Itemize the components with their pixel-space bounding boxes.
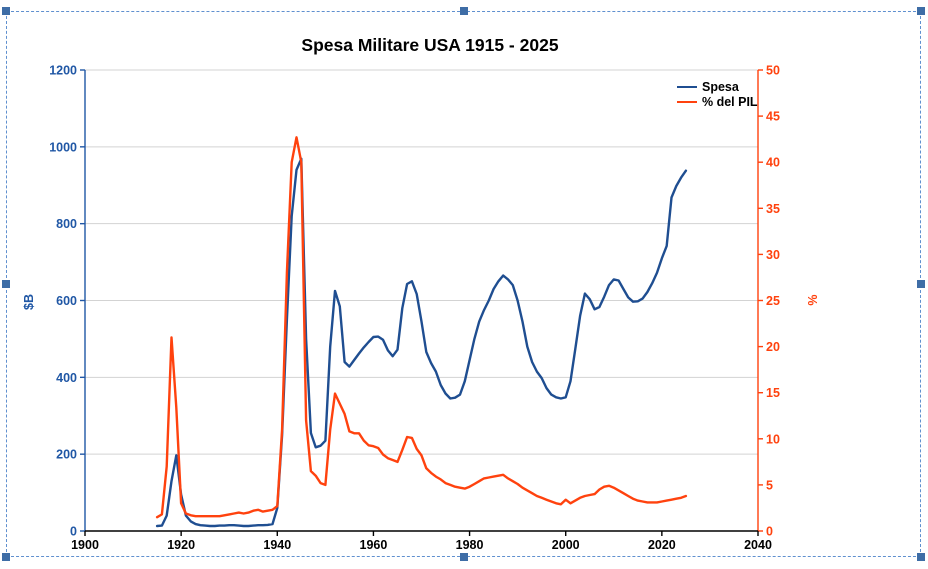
series-line-pct-pil[interactable] xyxy=(155,136,688,519)
y-axis-right-tick-label: 50 xyxy=(766,64,780,78)
y-axis-left-tick-label: 200 xyxy=(56,448,77,462)
y-axis-right-tick-label: 45 xyxy=(766,110,780,124)
y-axis-left-tick-label: 400 xyxy=(56,371,77,385)
y-axis-left-tick-label: 0 xyxy=(70,525,77,539)
x-axis-tick-label: 1960 xyxy=(360,538,388,552)
y-axis-right-title: % xyxy=(806,294,820,305)
legend-item-spesa[interactable]: Spesa xyxy=(677,79,758,94)
selection-handle-e[interactable] xyxy=(917,280,925,288)
y-axis-left-tick-label: 600 xyxy=(56,294,77,308)
legend-item-pct-pil[interactable]: % del PIL xyxy=(677,94,758,109)
y-axis-right-tick-label: 40 xyxy=(766,156,780,170)
legend-marker-spesa xyxy=(677,85,697,88)
selection-handle-s[interactable] xyxy=(460,553,468,561)
series-line-spesa[interactable] xyxy=(155,157,688,528)
y-axis-right-tick-label: 0 xyxy=(766,525,773,539)
x-axis-tick-label: 1900 xyxy=(71,538,99,552)
x-axis-tick-label: 1940 xyxy=(263,538,291,552)
selection-handle-nw[interactable] xyxy=(2,7,10,15)
y-axis-right-tick-label: 10 xyxy=(766,432,780,446)
legend-marker-pct-pil xyxy=(677,100,697,103)
y-axis-left-tick-label: 1000 xyxy=(49,140,77,154)
legend-label-spesa: Spesa xyxy=(702,79,739,94)
chart-title: Spesa Militare USA 1915 - 2025 xyxy=(301,35,558,55)
x-axis-tick-label: 1920 xyxy=(167,538,195,552)
x-axis-tick-label: 2040 xyxy=(744,538,772,552)
legend-label-pct-pil: % del PIL xyxy=(702,94,758,109)
x-axis-tick-label: 1980 xyxy=(456,538,484,552)
selection-handle-sw[interactable] xyxy=(2,553,10,561)
x-axis-tick-label: 2020 xyxy=(648,538,676,552)
y-axis-right-tick-label: 30 xyxy=(766,248,780,262)
legend: Spesa % del PIL xyxy=(677,79,758,109)
selection-handle-ne[interactable] xyxy=(917,7,925,15)
selection-handle-n[interactable] xyxy=(460,7,468,15)
y-axis-right-tick-label: 15 xyxy=(766,386,780,400)
y-axis-right-tick-label: 35 xyxy=(766,202,780,216)
y-axis-right-tick-label: 5 xyxy=(766,478,773,492)
y-axis-left-tick-label: 800 xyxy=(56,217,77,231)
y-axis-left-title: $B xyxy=(22,294,36,310)
x-axis-tick-label: 2000 xyxy=(552,538,580,552)
y-axis-right-tick-label: 25 xyxy=(766,294,780,308)
selection-handle-se[interactable] xyxy=(917,553,925,561)
y-axis-left-tick-label: 1200 xyxy=(49,64,77,78)
y-axis-right-tick-label: 20 xyxy=(766,340,780,354)
selection-handle-w[interactable] xyxy=(2,280,10,288)
